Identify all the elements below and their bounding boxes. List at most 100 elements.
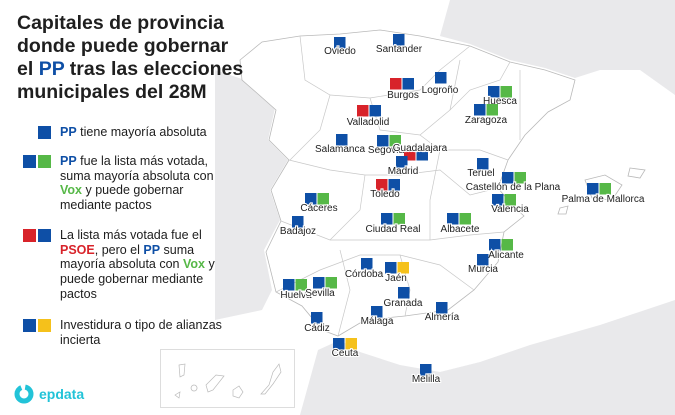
- city-square-vox: [317, 193, 329, 205]
- city-marker: Toledo: [369, 179, 401, 201]
- city-square-vox: [504, 194, 516, 206]
- city-square-pp: [385, 262, 397, 274]
- city-label: Ceuta: [332, 348, 359, 359]
- legend-text: La lista más votada fue el: [60, 228, 202, 242]
- legend-label: Investidura o tipo de alianzas incierta: [60, 318, 230, 347]
- city-square-vox: [389, 135, 401, 147]
- city-label: Cádiz: [304, 323, 330, 334]
- city-square-psoe: [376, 179, 388, 191]
- legend-swatch: [22, 229, 62, 242]
- swatch-psoe: [23, 229, 36, 242]
- city-label: Murcia: [468, 264, 498, 275]
- city-square-vox: [500, 86, 512, 98]
- city-marker: Alicante: [487, 239, 525, 262]
- city-marker: Santander: [375, 34, 424, 56]
- city-square-uncertain: [345, 338, 357, 350]
- swatch-pp: [38, 126, 51, 139]
- legend-text: y puede gobernar mediante pactos: [60, 257, 215, 301]
- africa-land: [300, 300, 675, 415]
- city-label: Albacete: [441, 224, 480, 235]
- legend-text: suma mayoría absoluta con: [60, 242, 195, 272]
- city-label: Oviedo: [324, 46, 356, 57]
- city-label: Córdoba: [345, 269, 384, 280]
- city-square-psoe: [357, 105, 369, 117]
- city-marker: Palma de Mallorca: [560, 183, 646, 206]
- city-square-pp: [292, 216, 304, 228]
- canary-islands-map: [174, 363, 282, 399]
- title-pp: PP: [38, 58, 65, 80]
- city-marker: Oviedo: [323, 37, 357, 58]
- city-square-pp: [396, 156, 408, 168]
- city-square-pp: [587, 183, 599, 195]
- legend-text: Investidura o tipo de alianzas incierta: [60, 318, 222, 347]
- title-line-3: el PP tras las elecciones: [17, 58, 247, 81]
- city-label: Madrid: [388, 166, 419, 177]
- legend-swatch: [22, 155, 62, 168]
- city-marker: Logroño: [421, 72, 460, 97]
- city-marker: Melilla: [411, 364, 442, 386]
- city-label: Granada: [384, 298, 423, 309]
- city-marker: Salamanca: [314, 134, 367, 156]
- epdata-logo-icon: [14, 384, 34, 404]
- city-square-pp: [313, 277, 325, 289]
- title-line-2: donde puede gobernar: [17, 35, 229, 57]
- city-label: Segovia: [368, 145, 405, 156]
- city-square-pp: [393, 34, 405, 46]
- city-marker: Cáceres: [299, 193, 339, 215]
- legend-swatch: [22, 319, 62, 332]
- title-text: tras las elecciones: [64, 58, 244, 80]
- city-label: Valencia: [491, 204, 529, 215]
- city-marker: Guadalajara: [392, 142, 449, 161]
- city-square-pp: [477, 158, 489, 170]
- city-label: Teruel: [467, 168, 494, 179]
- city-label: Logroño: [422, 85, 459, 96]
- city-square-pp: [489, 239, 501, 251]
- portugal-land: [215, 70, 288, 320]
- legend-text: y puede gobernar mediante pactos: [60, 183, 184, 213]
- swatch-pp: [23, 155, 36, 168]
- city-square-pp: [336, 134, 348, 146]
- city-square-pp: [398, 287, 410, 299]
- city-square-pp: [502, 172, 514, 184]
- city-square-vox: [501, 239, 513, 251]
- swatch-pp: [23, 319, 36, 332]
- city-marker: Huelva: [279, 279, 313, 302]
- city-marker: Málaga: [359, 306, 395, 328]
- city-label: Málaga: [361, 316, 394, 327]
- city-marker: Cádiz: [303, 312, 331, 335]
- city-label: Jaén: [385, 273, 407, 284]
- city-label: Huelva: [280, 290, 312, 301]
- legend-text: PP: [60, 125, 77, 139]
- city-square-pp: [477, 254, 489, 266]
- swatch-vox: [38, 155, 51, 168]
- legend-text: PP: [60, 154, 77, 168]
- title-text: el: [17, 58, 39, 80]
- city-marker: Almería: [424, 302, 461, 324]
- city-square-vox: [599, 183, 611, 195]
- city-marker: Sevilla: [304, 277, 337, 300]
- city-square-pp: [381, 213, 393, 225]
- city-label: Almería: [425, 312, 460, 323]
- city-square-pp: [388, 179, 400, 191]
- city-label: Guadalajara: [393, 143, 448, 154]
- city-square-pp: [311, 312, 323, 324]
- city-marker: Badajoz: [279, 216, 317, 238]
- city-marker: Teruel: [466, 158, 496, 180]
- city-label: Santander: [376, 44, 423, 55]
- city-label: Valladolid: [347, 117, 390, 128]
- legend-text: , pero el: [94, 242, 144, 257]
- city-square-pp: [488, 86, 500, 98]
- city-square-vox: [325, 277, 337, 289]
- legend-label: PP tiene mayoría absoluta: [60, 125, 230, 140]
- city-marker: Murcia: [467, 254, 500, 276]
- city-label: Zaragoza: [465, 115, 508, 126]
- city-square-pp: [492, 194, 504, 206]
- legend-label: La lista más votada fue el PSOE, pero el…: [60, 228, 230, 302]
- city-square-vox: [295, 279, 307, 291]
- legend-text: tiene mayoría absoluta: [76, 125, 207, 139]
- city-square-vox: [514, 172, 526, 184]
- city-marker: Córdoba: [344, 258, 385, 281]
- city-square-uncertain: [397, 262, 409, 274]
- epdata-logo: epdata: [14, 384, 84, 404]
